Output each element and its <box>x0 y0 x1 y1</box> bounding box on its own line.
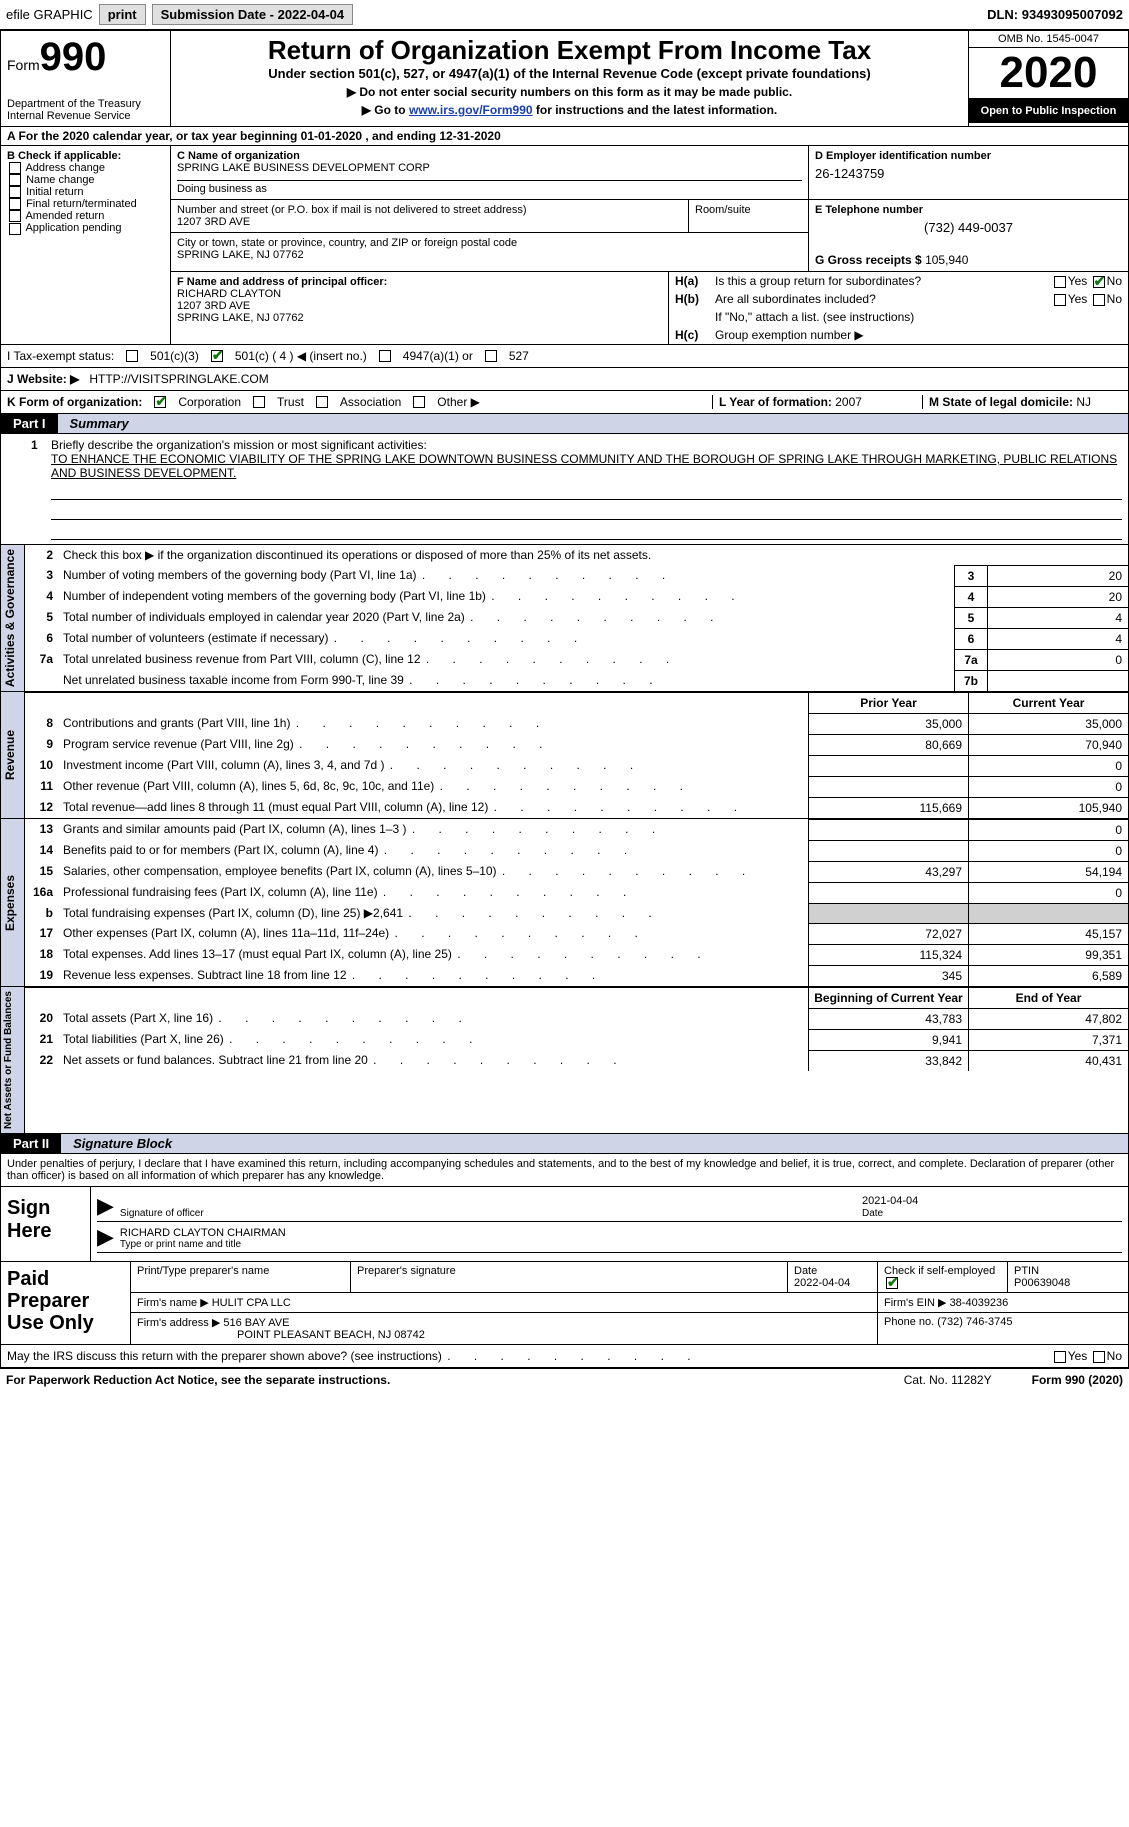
gov-line-4: 4 Number of independent voting members o… <box>25 586 1128 607</box>
chk-final-return[interactable] <box>9 198 21 210</box>
chk-name-change[interactable] <box>9 174 21 186</box>
paid-preparer-block: Paid Preparer Use Only Print/Type prepar… <box>0 1262 1129 1345</box>
line-12: 12 Total revenue—add lines 8 through 11 … <box>25 797 1128 818</box>
website: HTTP://VISITSPRINGLAKE.COM <box>89 372 268 386</box>
ein: 26-1243759 <box>815 162 1122 181</box>
line-17: 17 Other expenses (Part IX, column (A), … <box>25 923 1128 944</box>
sign-date: 2021-04-04 <box>862 1195 918 1207</box>
org-name: SPRING LAKE BUSINESS DEVELOPMENT CORP <box>177 162 802 174</box>
gross-receipts: 105,940 <box>925 253 968 267</box>
efile-label: efile GRAPHIC <box>6 7 93 22</box>
expenses-section: Expenses 13 Grants and similar amounts p… <box>0 819 1129 987</box>
line-11: 11 Other revenue (Part VIII, column (A),… <box>25 776 1128 797</box>
form-header: Form990 Department of the Treasury Inter… <box>0 30 1129 127</box>
officer-name: RICHARD CLAYTON <box>177 288 662 300</box>
line-18: 18 Total expenses. Add lines 13–17 (must… <box>25 944 1128 965</box>
mission-text: TO ENHANCE THE ECONOMIC VIABILITY OF THE… <box>51 452 1122 480</box>
arrow-icon: ▶ <box>97 1193 114 1219</box>
discuss-row: May the IRS discuss this return with the… <box>0 1345 1129 1368</box>
line-10: 10 Investment income (Part VIII, column … <box>25 755 1128 776</box>
line-21: 21 Total liabilities (Part X, line 26) 9… <box>25 1029 1128 1050</box>
gov-line-7b: Net unrelated business taxable income fr… <box>25 670 1128 691</box>
line-k-l-m: K Form of organization: Corporation Trus… <box>0 391 1129 414</box>
gov-line-7a: 7a Total unrelated business revenue from… <box>25 649 1128 670</box>
form-title: Return of Organization Exempt From Incom… <box>177 35 962 66</box>
section-cde: C Name of organization SPRING LAKE BUSIN… <box>171 146 1128 344</box>
print-button[interactable]: print <box>99 4 146 25</box>
dln: DLN: 93493095007092 <box>987 7 1123 22</box>
sign-here-block: Sign Here ▶ Signature of officer 2021-04… <box>0 1187 1129 1262</box>
gov-line-5: 5 Total number of individuals employed i… <box>25 607 1128 628</box>
line-i: I Tax-exempt status: 501(c)(3) 501(c) ( … <box>0 345 1129 368</box>
gov-line-3: 3 Number of voting members of the govern… <box>25 565 1128 586</box>
chk-corporation[interactable] <box>154 396 166 408</box>
chk-ha-yes[interactable] <box>1054 276 1066 288</box>
chk-discuss-yes[interactable] <box>1054 1351 1066 1363</box>
chk-other[interactable] <box>413 396 425 408</box>
line-14: 14 Benefits paid to or for members (Part… <box>25 840 1128 861</box>
header-left: Form990 Department of the Treasury Inter… <box>1 31 171 126</box>
submission-button[interactable]: Submission Date - 2022-04-04 <box>152 4 354 25</box>
chk-discuss-no[interactable] <box>1093 1351 1105 1363</box>
line-8: 8 Contributions and grants (Part VIII, l… <box>25 713 1128 734</box>
chk-amended-return[interactable] <box>9 210 21 222</box>
line-15: 15 Salaries, other compensation, employe… <box>25 861 1128 882</box>
line-20: 20 Total assets (Part X, line 16) 43,783… <box>25 1008 1128 1029</box>
line-16a: 16a Professional fundraising fees (Part … <box>25 882 1128 903</box>
part-1-header: Part I Summary <box>0 414 1129 434</box>
mission-block: 1 Briefly describe the organization's mi… <box>0 434 1129 545</box>
chk-trust[interactable] <box>253 396 265 408</box>
footer: For Paperwork Reduction Act Notice, see … <box>0 1368 1129 1391</box>
revenue-section: Revenue Prior YearCurrent Year 8 Contrib… <box>0 692 1129 819</box>
officer-printed-name: RICHARD CLAYTON CHAIRMAN <box>120 1227 286 1239</box>
top-toolbar: efile GRAPHIC print Submission Date - 20… <box>0 0 1129 30</box>
chk-501c[interactable] <box>211 350 223 362</box>
arrow-icon: ▶ <box>97 1224 114 1250</box>
org-city: SPRING LAKE, NJ 07762 <box>177 249 802 261</box>
net-assets-section: Net Assets or Fund Balances Beginning of… <box>0 987 1129 1134</box>
chk-hb-yes[interactable] <box>1054 294 1066 306</box>
chk-self-employed[interactable] <box>886 1277 898 1289</box>
line-22: 22 Net assets or fund balances. Subtract… <box>25 1050 1128 1071</box>
section-b: B Check if applicable: Address change Na… <box>1 146 171 344</box>
row-a-tax-year: A For the 2020 calendar year, or tax yea… <box>0 127 1129 146</box>
governance-section: Activities & Governance 2Check this box … <box>0 545 1129 692</box>
gov-line-6: 6 Total number of volunteers (estimate i… <box>25 628 1128 649</box>
org-street: 1207 3RD AVE <box>177 216 682 228</box>
chk-association[interactable] <box>316 396 328 408</box>
chk-application-pending[interactable] <box>9 223 21 235</box>
telephone: (732) 449-0037 <box>815 216 1122 239</box>
chk-527[interactable] <box>485 350 497 362</box>
signature-intro: Under penalties of perjury, I declare th… <box>0 1154 1129 1187</box>
line-13: 13 Grants and similar amounts paid (Part… <box>25 819 1128 840</box>
header-right: OMB No. 1545-0047 2020 Open to Public In… <box>968 31 1128 126</box>
line-19: 19 Revenue less expenses. Subtract line … <box>25 965 1128 986</box>
chk-address-change[interactable] <box>9 162 21 174</box>
chk-ha-no[interactable] <box>1093 276 1105 288</box>
chk-4947[interactable] <box>379 350 391 362</box>
chk-initial-return[interactable] <box>9 186 21 198</box>
line-b: b Total fundraising expenses (Part IX, c… <box>25 903 1128 923</box>
line-j: J Website: ▶ HTTP://VISITSPRINGLAKE.COM <box>0 368 1129 391</box>
chk-hb-no[interactable] <box>1093 294 1105 306</box>
section-b-c-d-e: B Check if applicable: Address change Na… <box>0 146 1129 345</box>
line-9: 9 Program service revenue (Part VIII, li… <box>25 734 1128 755</box>
header-title: Return of Organization Exempt From Incom… <box>171 31 968 126</box>
part-2-header: Part II Signature Block <box>0 1134 1129 1154</box>
firm-name: HULIT CPA LLC <box>212 1297 291 1309</box>
instructions-link[interactable]: www.irs.gov/Form990 <box>409 103 533 117</box>
chk-501c3[interactable] <box>126 350 138 362</box>
